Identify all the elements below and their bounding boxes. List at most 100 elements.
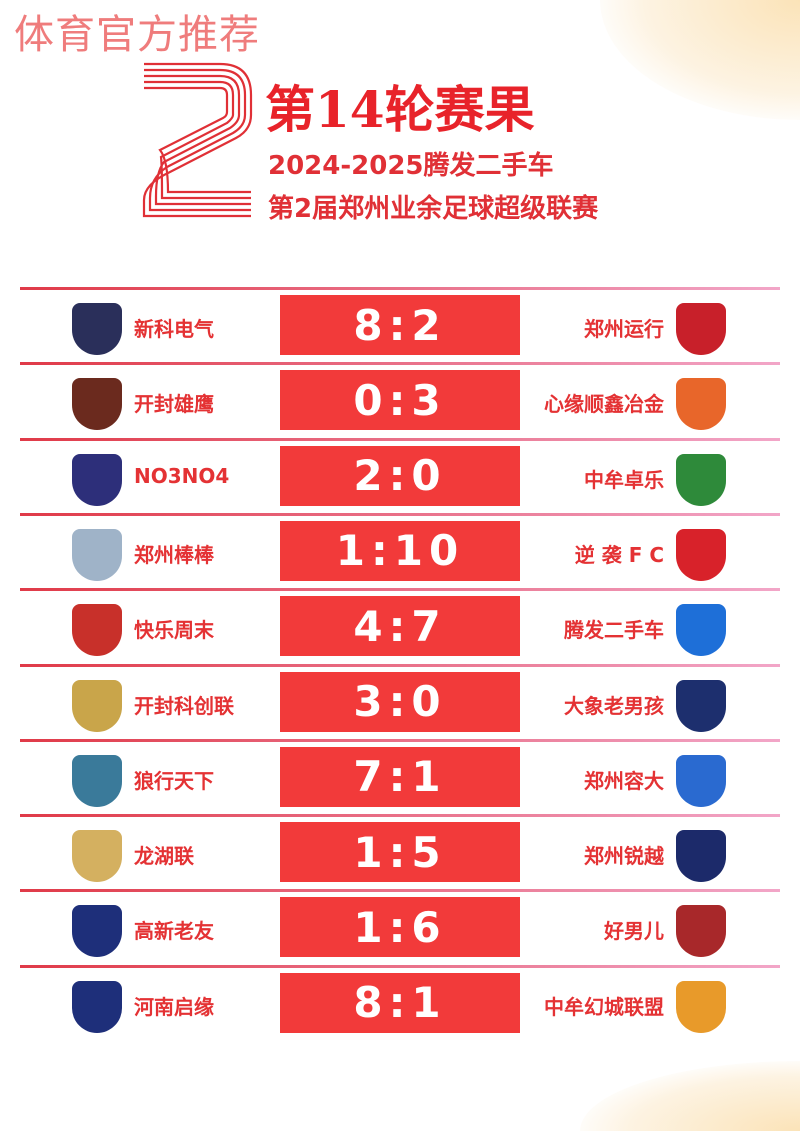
away-team-logo-icon — [676, 604, 726, 657]
away-team-name: 郑州容大 — [584, 768, 664, 793]
home-team-name: 高新老友 — [134, 919, 214, 944]
score-box: 1:10 — [280, 520, 520, 581]
score-box: 0:3 — [280, 370, 520, 431]
score-separator: : — [388, 375, 412, 425]
row-divider — [20, 362, 780, 366]
away-score: 5 — [411, 827, 447, 877]
score-separator: : — [388, 601, 412, 651]
home-team-logo-icon — [72, 830, 122, 883]
watermark: 体育官方推荐 — [14, 12, 260, 58]
home-team-name: 龙湖联 — [134, 844, 194, 869]
match-row: 郑州棒棒 1:10 逆 袭 F C — [20, 512, 780, 589]
score-box: 8:1 — [280, 972, 520, 1033]
home-score: 7 — [353, 752, 389, 802]
away-team-logo-icon — [676, 528, 726, 581]
home-team-logo-icon — [72, 980, 122, 1033]
away-team-logo-icon — [676, 303, 726, 355]
home-team-logo-icon — [72, 754, 122, 807]
away-team-name: 中牟卓乐 — [584, 467, 664, 492]
away-score: 6 — [411, 902, 447, 952]
match-row: 龙湖联 1:5 郑州锐越 — [20, 814, 780, 890]
home-team-name: 快乐周末 — [134, 618, 214, 643]
match-row: 快乐周末 4:7 腾发二手车 — [20, 588, 780, 664]
score-separator: : — [388, 827, 412, 877]
score-box: 4:7 — [280, 596, 520, 657]
row-divider — [20, 588, 780, 592]
row-divider — [20, 512, 780, 516]
away-team-logo-icon — [676, 453, 726, 506]
decor-blob-bottom — [580, 1061, 800, 1131]
score-box: 1:5 — [280, 822, 520, 883]
subtitle-season: 2024-2025腾发二手车 — [268, 151, 554, 181]
score-separator: : — [388, 677, 412, 726]
away-score: 1 — [411, 752, 447, 802]
home-score: 8 — [353, 978, 389, 1028]
away-team-name: 心缘顺鑫冶金 — [544, 392, 664, 417]
away-team-name: 郑州锐越 — [584, 844, 664, 869]
score-box: 3:0 — [280, 671, 520, 732]
row-divider — [20, 437, 780, 441]
away-score: 1 — [411, 978, 447, 1028]
away-team-logo-icon — [676, 679, 726, 732]
away-team-name: 中牟幻城联盟 — [544, 994, 664, 1019]
score-separator: : — [388, 902, 412, 952]
away-score: 10 — [393, 526, 465, 576]
away-team-logo-icon — [676, 754, 726, 807]
score-box: 7:1 — [280, 746, 520, 807]
away-team-logo-icon — [676, 980, 726, 1033]
away-team-name: 大象老男孩 — [564, 693, 664, 718]
away-score: 3 — [411, 375, 447, 425]
away-score: 0 — [411, 677, 447, 726]
home-team-logo-icon — [72, 378, 122, 431]
score-box: 1:6 — [280, 897, 520, 958]
score-separator: : — [388, 451, 412, 501]
away-team-name: 郑州运行 — [584, 317, 664, 341]
home-team-name: 狼行天下 — [134, 768, 214, 793]
home-team-logo-icon — [72, 528, 122, 581]
away-team-name: 腾发二手车 — [564, 618, 664, 643]
row-divider — [20, 889, 780, 893]
page-title: 第14轮赛果 — [265, 80, 535, 139]
away-team-name: 逆 袭 F C — [574, 542, 664, 567]
home-score: 1 — [353, 827, 389, 877]
match-row: 开封雄鹰 0:3 心缘顺鑫冶金 — [20, 362, 780, 438]
row-divider — [20, 287, 780, 290]
home-score: 1 — [353, 902, 389, 952]
away-team-logo-icon — [676, 378, 726, 431]
home-team-name: 新科电气 — [134, 317, 214, 341]
home-team-logo-icon — [72, 604, 122, 657]
home-score: 2 — [353, 451, 389, 501]
row-divider — [20, 964, 780, 968]
score-box: 2:0 — [280, 445, 520, 506]
home-team-name: 开封科创联 — [134, 693, 234, 718]
home-team-logo-icon — [72, 679, 122, 732]
home-team-logo-icon — [72, 453, 122, 506]
away-score: 2 — [411, 300, 447, 350]
big-number-2-graphic — [142, 62, 253, 218]
score-separator: : — [388, 300, 412, 350]
away-team-logo-icon — [676, 905, 726, 958]
match-row: 河南启缘 8:1 中牟幻城联盟 — [20, 964, 780, 1041]
row-divider — [20, 814, 780, 818]
match-row: 新科电气 8:2 郑州运行 — [20, 287, 780, 363]
home-score: 4 — [353, 601, 389, 651]
home-team-name: 河南启缘 — [134, 994, 214, 1019]
match-row: 高新老友 1:6 好男儿 — [20, 889, 780, 965]
score-separator: : — [388, 752, 412, 802]
subtitle-league: 第2届郑州业余足球超级联赛 — [268, 194, 599, 224]
away-team-name: 好男儿 — [604, 919, 664, 944]
score-separator: : — [388, 978, 412, 1028]
home-score: 3 — [353, 677, 389, 726]
away-score: 0 — [411, 451, 447, 501]
home-team-logo-icon — [72, 905, 122, 958]
away-team-logo-icon — [676, 830, 726, 883]
home-team-logo-icon — [72, 303, 122, 355]
score-box: 8:2 — [280, 295, 520, 355]
home-score: 1 — [335, 526, 371, 576]
match-row: 狼行天下 7:1 郑州容大 — [20, 738, 780, 815]
home-team-name: 郑州棒棒 — [134, 542, 214, 567]
decor-blob-top — [600, 0, 800, 120]
row-divider — [20, 738, 780, 742]
home-score: 8 — [353, 300, 389, 350]
match-row: NO3NO4 2:0 中牟卓乐 — [20, 437, 780, 514]
